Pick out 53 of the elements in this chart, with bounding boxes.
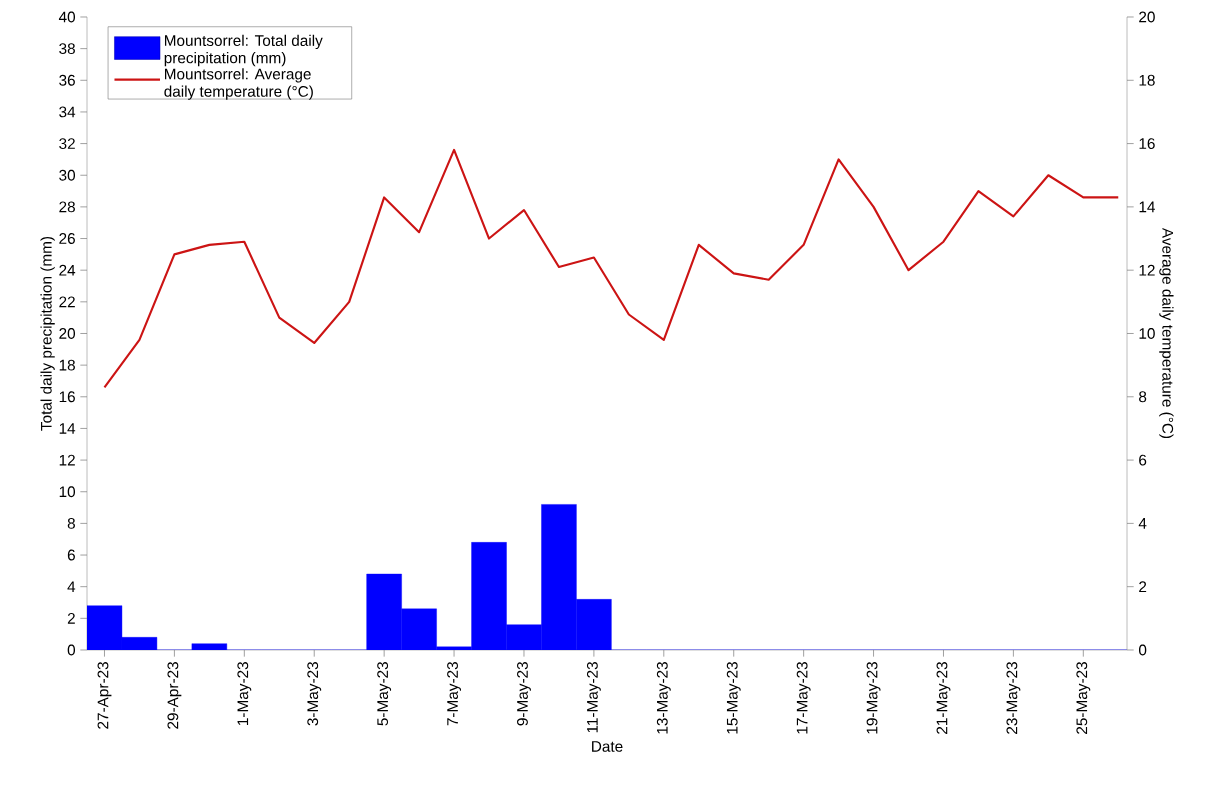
line-series — [103, 148, 1120, 389]
y2-tick-label: 0 — [1138, 644, 1147, 656]
y-axis-title: Total daily precipitation (mm) — [40, 236, 55, 431]
y-tick-label: 30 — [59, 169, 76, 181]
x-tick-label: 17-May-23 — [796, 662, 811, 734]
y-tick-label: 12 — [59, 454, 75, 466]
legend-label: Mountsorrel: Average daily temperature (°C) — [164, 68, 313, 100]
legend-label: Mountsorrel: Total daily precipitation (mm) — [164, 34, 323, 67]
y-tick-label: 40 — [58, 11, 76, 23]
y-tick-label: 6 — [67, 549, 75, 561]
y-tick-label: 34 — [59, 106, 76, 118]
y-tick-label: 16 — [59, 391, 75, 403]
y2-tick-label: 6 — [1139, 454, 1147, 466]
x-tick-label: 3-May-23 — [307, 662, 322, 726]
x-tick-label: 5-May-23 — [377, 662, 392, 726]
x-tick-label: 1-May-23 — [237, 662, 252, 725]
y-tick-label: 26 — [59, 233, 75, 244]
y-tick-label: 38 — [59, 43, 75, 55]
y-tick-label: 4 — [67, 581, 76, 592]
y2-tick-label: 12 — [1139, 264, 1155, 276]
x-tick-label: 23-May-23 — [1006, 662, 1021, 734]
y-tick-label: 18 — [59, 359, 75, 371]
y-tick-label: 32 — [59, 138, 75, 150]
y2-tick-label: 10 — [1139, 328, 1155, 339]
x-tick-label: 29-Apr-23 — [167, 662, 182, 729]
x-tick-label: 15-May-23 — [726, 662, 741, 734]
y-tick-label: 20 — [59, 328, 76, 339]
y-tick-label: 24 — [59, 264, 76, 276]
x-tick-label: 7-May-23 — [447, 662, 461, 726]
x-tick-label: 11-May-23 — [586, 662, 601, 733]
y2-tick-label: 16 — [1139, 138, 1155, 150]
x-tick-label: 9-May-23 — [517, 662, 531, 726]
x-axis-title: Date — [592, 741, 623, 752]
y-tick-label: 36 — [59, 74, 75, 86]
y2-tick-label: 8 — [1139, 391, 1147, 403]
y-tick-label: 28 — [59, 201, 75, 213]
y-tick-label: 14 — [59, 423, 76, 434]
x-tick-label: 21-May-23 — [936, 662, 951, 734]
y-tick-label: 10 — [59, 486, 76, 498]
y2-tick-label: 20 — [1139, 11, 1155, 23]
y2-tick-label: 2 — [1139, 581, 1147, 593]
y-tick-label: 2 — [67, 612, 75, 624]
y-tick-label: 0 — [67, 644, 76, 656]
x-tick-label: 19-May-23 — [866, 662, 881, 734]
x-tick-label: 13-May-23 — [656, 662, 671, 734]
y-tick-label: 8 — [67, 517, 75, 529]
y2-axis-title: Average daily temperature (°C) — [1159, 227, 1174, 439]
x-tick-label: 25-May-23 — [1076, 662, 1091, 734]
y2-tick-label: 14 — [1139, 201, 1155, 213]
x-tick-label: 27-Apr-23 — [97, 662, 112, 729]
y2-tick-label: 4 — [1138, 518, 1147, 529]
y2-tick-label: 18 — [1139, 74, 1155, 86]
y-tick-label: 22 — [59, 296, 75, 308]
